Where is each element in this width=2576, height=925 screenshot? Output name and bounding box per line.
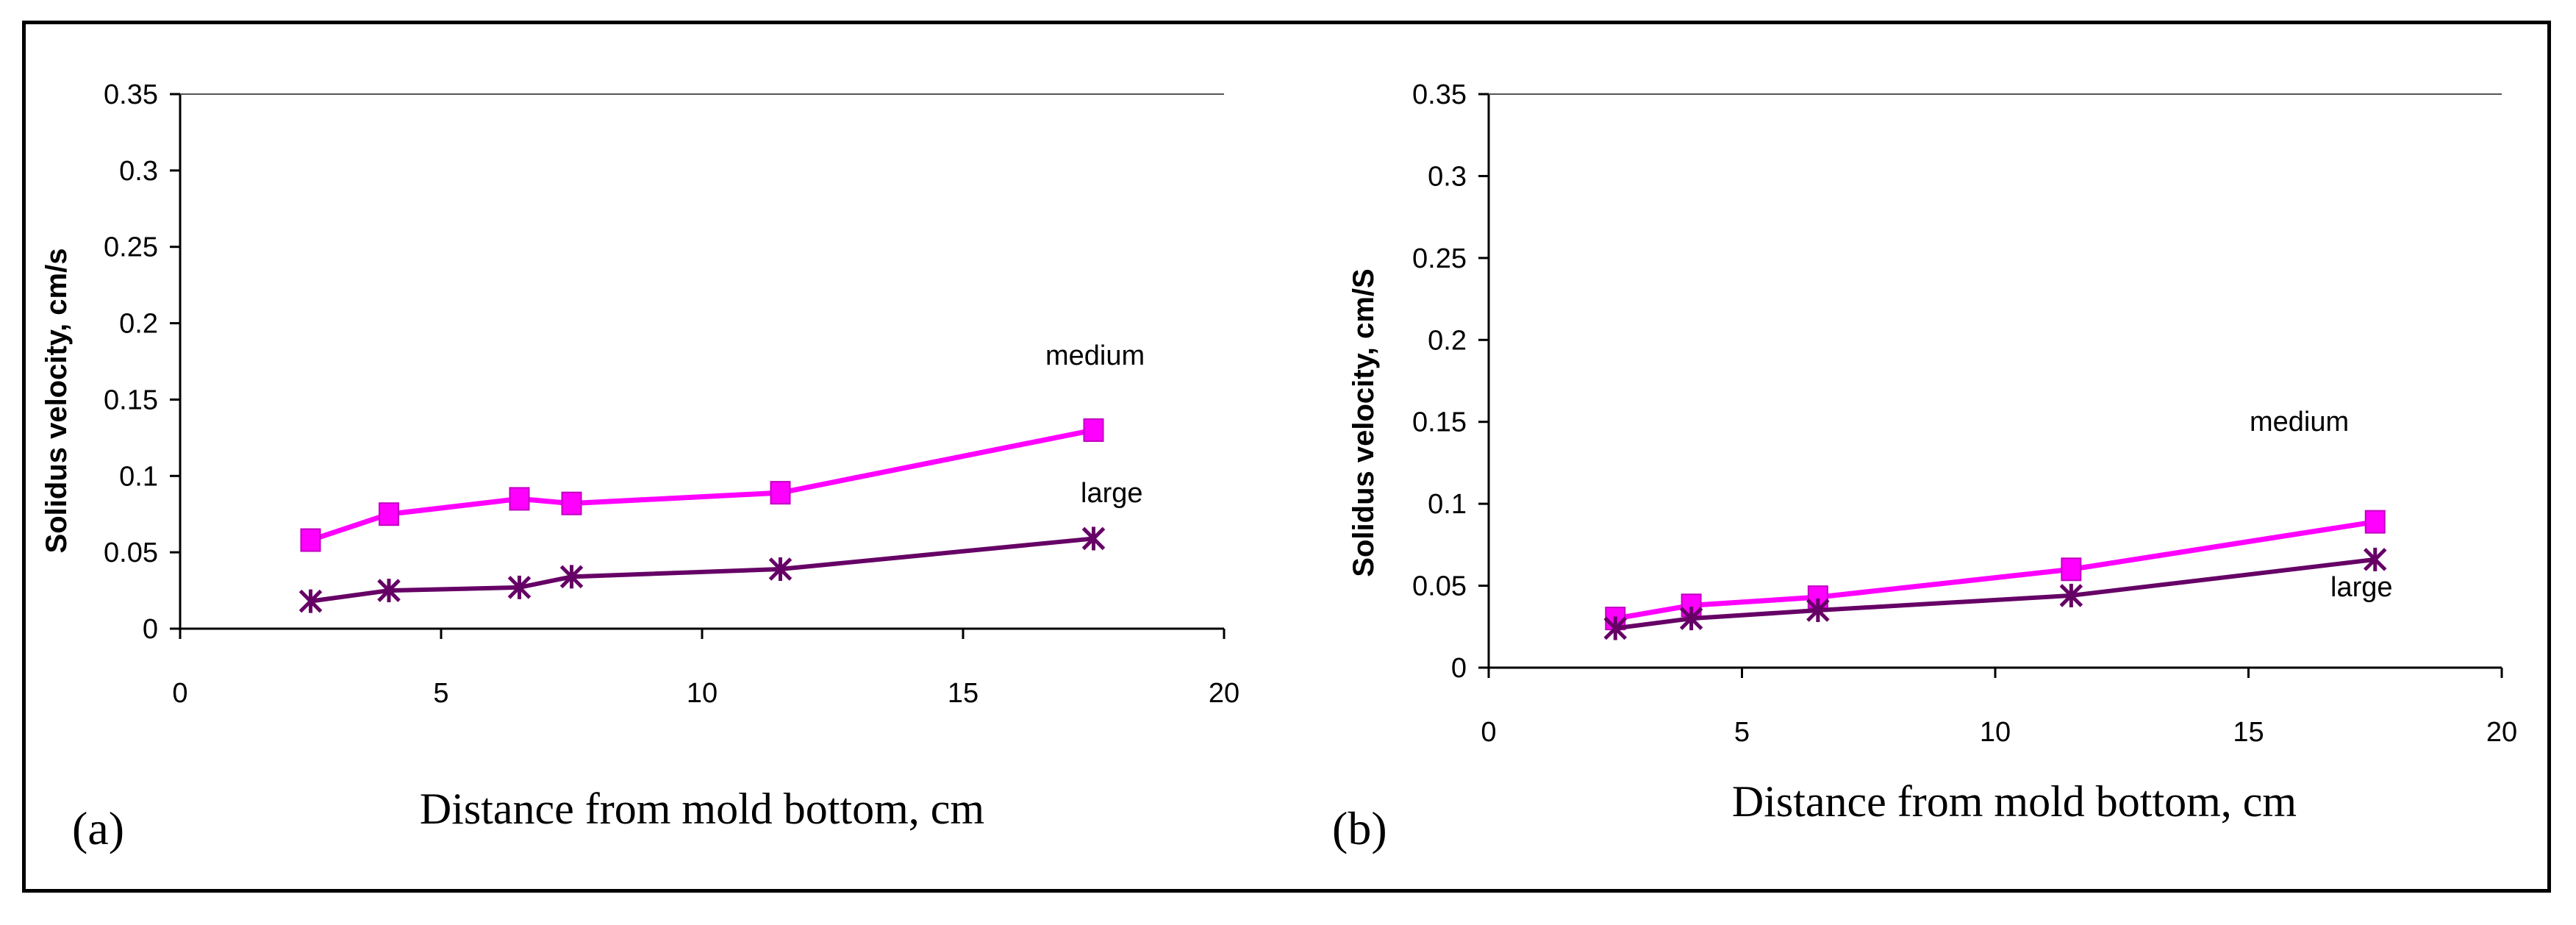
data-point-large [559,565,584,589]
panel-a-y-tick-label: 0.25 [104,232,158,263]
figure-frame [22,21,2551,893]
panel-b-x-tick-label: 10 [1980,717,2011,748]
panel-a-y-tick-label: 0.15 [104,385,158,415]
panel-a-x-tick-label: 20 [1209,678,1239,709]
panel-a-y-tick-label: 0.1 [119,461,158,492]
series-line-large [1614,557,2376,631]
panel-b-y-tick-label: 0.05 [1412,571,1467,602]
data-point-medium [2061,557,2082,582]
panel-b-series-medium: medium [1605,407,2386,631]
panel-a-y-tick-label: 0 [143,614,158,645]
series-line-large [310,536,1094,604]
series-label-large: large [2330,572,2393,603]
panel-a-x-tick-label: 5 [433,678,448,709]
data-point-medium [300,528,321,552]
panel-b-x-tick-label: 20 [2486,717,2517,748]
panel-b-y-tick-label: 0.3 [1428,161,1467,192]
panel-a-y-tick-label: 0.35 [104,79,158,110]
series-label-medium: medium [2250,407,2349,438]
series-line-medium [1614,519,2376,621]
panel-b-plot: 0 0.05 0.1 0.15 0.2 0.25 0.3 0.35 0 5 10 15 20 medium… [1412,79,2517,748]
panel-b-y-tick-label: 0.25 [1412,243,1467,274]
panel-a-x-axis-label: Distance from mold bottom, cm [420,785,984,833]
data-point-large [1081,526,1106,551]
panel-a-y-tick-label: 0.2 [119,309,158,340]
panel-a: Solidus velocity, cm/s Distance from mol… [40,249,984,854]
panel-b-label: (b) [1332,802,1387,854]
panel-b: Solidus velocity, cm/S Distance from mol… [1332,268,2297,854]
panel-b-y-tick-label: 0.2 [1428,325,1467,356]
panel-b-y-tick-label: 0.1 [1428,489,1467,520]
panel-b-y-axis-label: Solidus velocity, cm/S [1348,268,1380,576]
data-point-large [1603,616,1628,640]
data-point-large [298,589,323,613]
panel-a-x-tick-label: 0 [172,678,187,709]
data-point-large [768,557,793,581]
panel-b-y-tick-label: 0.35 [1412,79,1467,110]
panel-a-y-tick-label: 0.05 [104,538,158,568]
panel-b-x-tick-label: 15 [2233,717,2264,748]
panel-b-x-tick-label: 5 [1734,717,1750,748]
data-point-medium [379,502,399,526]
panel-a-x-tick-label: 10 [687,678,718,709]
data-point-large [1806,599,1830,622]
series-label-medium: medium [1045,340,1145,371]
panel-a-plot: 0 0.05 0.1 0.15 0.2 0.25 0.3 0.35 0 5 10 15 20 medium… [104,79,1239,709]
data-point-medium [561,491,582,515]
data-point-medium [509,487,530,511]
panel-b-series-large: large [1603,547,2393,640]
data-point-large [2059,583,2083,607]
panel-b-y-tick-label: 0.15 [1412,407,1467,438]
series-label-large: large [1081,478,1143,509]
panel-a-y-axis-label: Solidus velocity, cm/s [40,249,73,554]
data-point-medium [1083,418,1104,442]
data-point-large [507,575,532,599]
panel-b-y-tick-label: 0 [1451,653,1467,684]
panel-b-x-axis-label: Distance from mold bottom, cm [1732,777,2297,826]
data-point-large [2363,547,2387,571]
panel-a-x-tick-label: 15 [948,678,978,709]
data-point-medium [770,481,791,505]
data-point-medium [2364,510,2386,534]
series-line-medium [310,427,1095,543]
panel-a-series-large: large [298,478,1143,613]
panel-a-series-medium: medium [300,340,1145,552]
panel-b-x-tick-label: 0 [1481,717,1496,748]
data-point-large [1679,607,1703,631]
panel-a-label: (a) [72,802,124,854]
panel-a-y-tick-label: 0.3 [119,156,158,187]
data-point-large [377,579,401,603]
